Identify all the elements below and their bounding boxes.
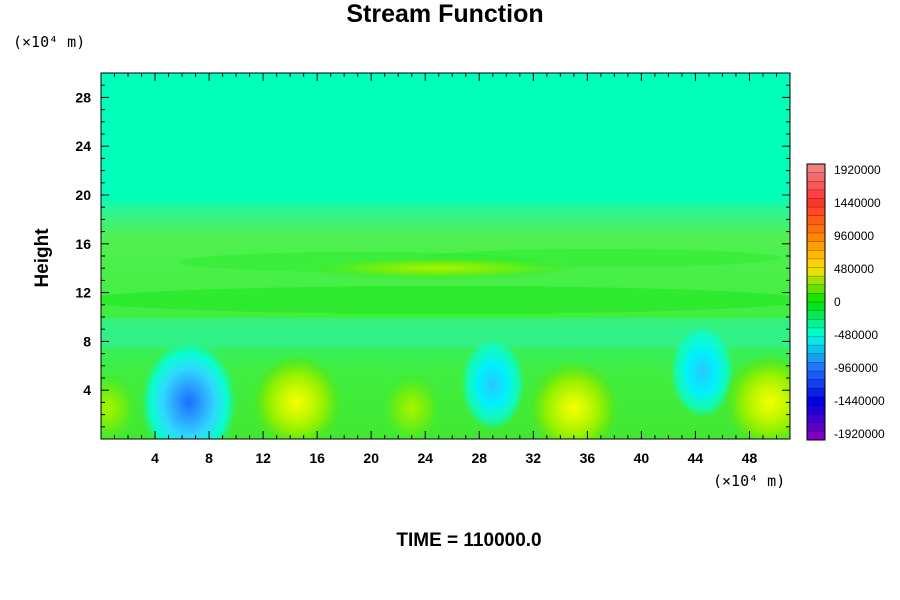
- colorbar-band-15: [807, 293, 825, 303]
- y-tick-label: 28: [75, 89, 91, 105]
- positive-extremum-8: [288, 256, 589, 281]
- mid-level-band: [101, 286, 790, 314]
- y-tick-label: 24: [75, 138, 91, 154]
- colorbar: 1920000 1440000 960000 480000 0 -480000 -96000…: [806, 163, 885, 441]
- colorbar-band-1: [807, 172, 825, 182]
- y-tick-label: 4: [83, 382, 91, 398]
- colorbar-band-30: [807, 422, 825, 432]
- time-label: TIME = 110000.0: [396, 530, 542, 551]
- y-tick-label: 8: [83, 333, 91, 349]
- colorbar-band-24: [807, 371, 825, 381]
- colorbar-band-5: [807, 207, 825, 217]
- colorbar-frame: [806, 163, 826, 441]
- x-tick-label: 12: [255, 450, 271, 466]
- colorbar-band-2: [807, 181, 825, 191]
- colorbar-band-20: [807, 336, 825, 346]
- colorbar-band-4: [807, 198, 825, 208]
- y-tick-label: 20: [75, 187, 91, 203]
- colorbar-band-29: [807, 414, 825, 424]
- x-tick-label: 28: [471, 450, 487, 466]
- x-tick-label: 32: [526, 450, 542, 466]
- colorbar-band-11: [807, 258, 825, 268]
- colorbar-band-25: [807, 379, 825, 389]
- x-axis-ticks: 4 8 12 16 20 24 28 32 36 40 44 48: [114, 73, 777, 466]
- positive-extremum-4: [525, 358, 622, 439]
- colorbar-band-22: [807, 353, 825, 363]
- colorbar-band-9: [807, 241, 825, 251]
- positive-extremum-7: [101, 368, 142, 439]
- low-level-band: [101, 318, 790, 348]
- colorbar-label: -960000: [834, 361, 878, 375]
- colorbar-label: 0: [834, 295, 841, 309]
- colorbar-band-10: [807, 250, 825, 260]
- negative-extremum-3: [460, 338, 525, 431]
- x-tick-label: 44: [688, 450, 704, 466]
- colorbar-band-23: [807, 362, 825, 372]
- y-tick-label: 12: [75, 285, 91, 301]
- x-tick-label: 4: [151, 450, 159, 466]
- positive-extremum-2: [377, 368, 446, 439]
- colorbar-label: -1440000: [834, 394, 885, 408]
- y-axis-ticks: 4 8 12 16 20 24 28: [75, 84, 790, 428]
- colorbar-label: 480000: [834, 262, 874, 276]
- colorbar-band-16: [807, 302, 825, 312]
- chart-title: Stream Function: [346, 0, 544, 28]
- negative-extremum-0: [140, 340, 237, 439]
- x-axis-unit: (×10⁴ m): [713, 472, 786, 490]
- colorbar-band-0: [807, 164, 825, 174]
- colorbar-band-6: [807, 215, 825, 225]
- colorbar-label: 1440000: [834, 196, 881, 210]
- x-tick-label: 48: [742, 450, 758, 466]
- colorbar-band-14: [807, 284, 825, 294]
- x-tick-label: 20: [363, 450, 379, 466]
- colorbar-band-21: [807, 345, 825, 355]
- colorbar-band-26: [807, 388, 825, 398]
- features-layer: [101, 256, 790, 439]
- colorbar-band-27: [807, 396, 825, 406]
- colorbar-band-19: [807, 327, 825, 337]
- x-tick-label: 8: [205, 450, 213, 466]
- colorbar-label: 1920000: [834, 163, 881, 177]
- positive-extremum-6: [721, 352, 790, 439]
- y-tick-label: 16: [75, 236, 91, 252]
- colorbar-band-12: [807, 267, 825, 277]
- x-tick-label: 24: [417, 450, 433, 466]
- x-tick-label: 16: [309, 450, 325, 466]
- x-tick-label: 36: [580, 450, 596, 466]
- colorbar-band-13: [807, 276, 825, 286]
- colorbar-label: 960000: [834, 229, 874, 243]
- colorbar-label: -1920000: [834, 427, 885, 441]
- positive-extremum-1: [248, 352, 345, 439]
- colorbar-band-28: [807, 405, 825, 415]
- colorbar-band-31: [807, 431, 825, 441]
- colorbar-band-7: [807, 224, 825, 234]
- colorbar-band-18: [807, 319, 825, 329]
- negative-extremum-5: [670, 325, 735, 418]
- y-axis-unit: (×10⁴ m): [13, 33, 86, 51]
- x-tick-label: 40: [634, 450, 650, 466]
- colorbar-band-17: [807, 310, 825, 320]
- colorbar-band-8: [807, 233, 825, 243]
- colorbar-label: -480000: [834, 328, 878, 342]
- colorbar-band-3: [807, 189, 825, 199]
